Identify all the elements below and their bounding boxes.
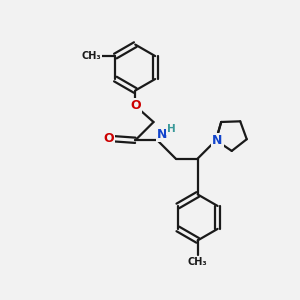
Text: CH₃: CH₃ (81, 51, 101, 61)
Text: N: N (212, 134, 223, 147)
Text: CH₃: CH₃ (188, 256, 208, 267)
Text: O: O (103, 132, 113, 145)
Text: O: O (130, 99, 141, 112)
Text: H: H (167, 124, 176, 134)
Text: N: N (157, 128, 167, 142)
